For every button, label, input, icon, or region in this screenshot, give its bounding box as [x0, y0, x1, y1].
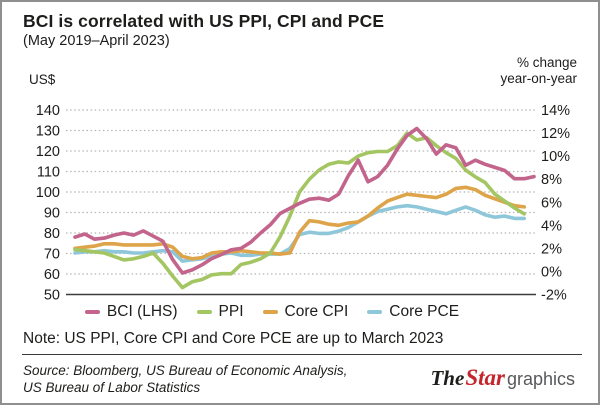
right-axis-tick-label: 4%: [541, 218, 562, 234]
left-axis-unit-label: US$: [29, 72, 56, 87]
legend-item-ppi: PPI: [196, 303, 244, 321]
right-axis-tick-label: 0%: [541, 264, 562, 280]
core-pce-line-swatch: [367, 310, 383, 314]
chart-note: Note: US PPI, Core CPI and Core PCE are …: [23, 330, 444, 347]
legend-item-core-cpi: Core CPI: [262, 303, 349, 321]
right-axis-unit-label: % change year-on-year: [500, 55, 577, 87]
logo-the: The: [430, 366, 465, 390]
left-axis-tick-label: 60: [44, 267, 60, 283]
chart-legend: BCI (LHS) PPI Core CPI Core PCE: [2, 303, 542, 321]
left-axis-tick-label: 50: [44, 288, 60, 304]
chart-title: BCI is correlated with US PPI, CPI and P…: [23, 11, 385, 31]
left-axis-tick-label: 80: [44, 226, 60, 242]
right-axis-unit-line1: % change: [516, 55, 577, 70]
core-cpi-line: [73, 185, 527, 261]
right-axis-tick-label: 12%: [541, 126, 570, 142]
right-axis-tick-label: 2%: [541, 241, 562, 257]
legend-label-ppi: PPI: [218, 303, 244, 320]
right-axis-tick-label: 8%: [541, 172, 562, 188]
core-cpi-line-swatch: [262, 310, 278, 314]
bci-line-swatch: [84, 310, 100, 314]
bci-line: [73, 126, 536, 275]
chart-subtitle: (May 2019–April 2023): [23, 33, 170, 49]
left-axis-tick-label: 140: [36, 103, 60, 119]
right-axis-tick-label: 14%: [541, 103, 570, 119]
left-axis-tick-label: 120: [36, 144, 60, 160]
left-axis-tick-label: 100: [36, 185, 60, 201]
logo-star: Star: [465, 365, 505, 390]
right-axis-unit-line2: year-on-year: [500, 71, 577, 86]
legend-label-bci: BCI (LHS): [106, 303, 178, 320]
ppi-line: [73, 131, 527, 290]
left-axis-tick-label: 90: [44, 206, 60, 222]
right-axis-tick-label: 6%: [541, 195, 562, 211]
legend-label-core-cpi: Core CPI: [284, 303, 349, 320]
left-axis-tick-label: 110: [37, 165, 60, 181]
source-text: Source: Bloomberg, US Bureau of Economic…: [23, 363, 347, 396]
left-axis-tick-label: 70: [44, 247, 60, 263]
footer-divider: [22, 354, 582, 355]
source-line1: Source: Bloomberg, US Bureau of Economic…: [23, 363, 348, 378]
ppi-line-swatch: [196, 310, 212, 314]
source-line2: US Bureau of Labor Statistics: [23, 379, 201, 395]
right-axis-tick-label: -2%: [541, 288, 567, 304]
logo-graphics: graphics: [506, 369, 575, 389]
left-axis-tick-label: 130: [36, 124, 60, 140]
legend-item-bci: BCI (LHS): [84, 303, 178, 321]
legend-label-core-pce: Core PCE: [389, 303, 460, 320]
legend-item-core-pce: Core PCE: [367, 303, 459, 321]
right-axis-tick-label: 10%: [541, 149, 570, 165]
the-star-graphics-logo: The Star graphics: [430, 365, 575, 391]
